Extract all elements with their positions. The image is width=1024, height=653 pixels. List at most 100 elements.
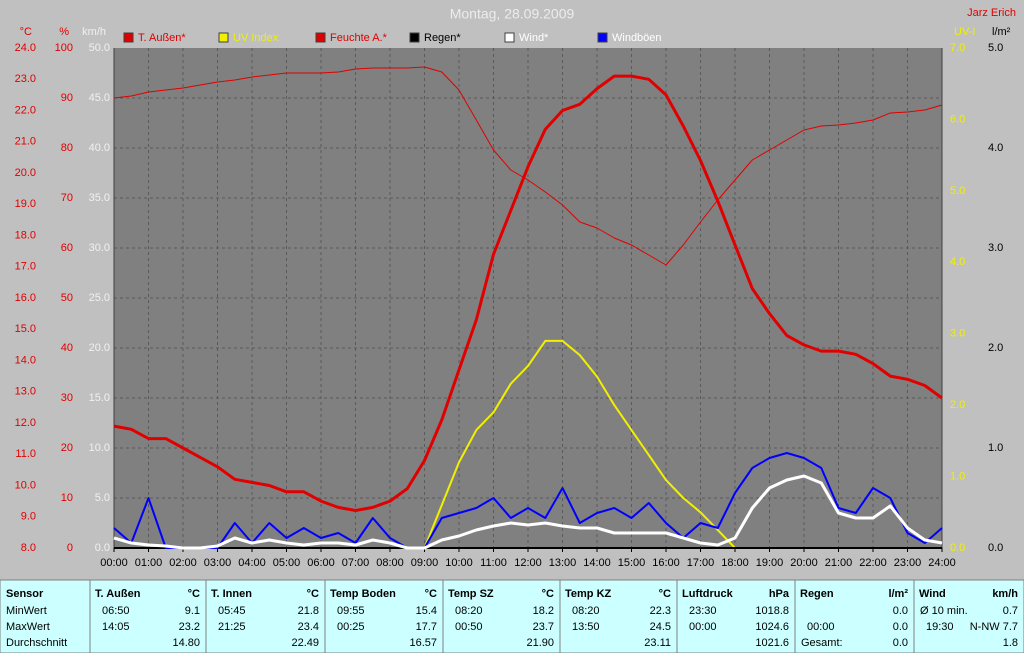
x-tick-label: 01:00: [135, 557, 163, 569]
y-tick-label: 0.0: [950, 542, 965, 554]
y-tick-label: 50.0: [89, 42, 110, 54]
legend-swatch: [504, 32, 515, 43]
y-tick-label: 45.0: [89, 92, 110, 104]
y-tick-label: 9.0: [21, 511, 36, 523]
cell-value: 9.1: [185, 605, 200, 617]
y-tick-label: 23.0: [15, 73, 36, 85]
y-tick-label: 2.0: [988, 342, 1003, 354]
x-tick-label: 14:00: [583, 557, 611, 569]
x-tick-label: 18:00: [721, 557, 749, 569]
x-tick-label: 11:00: [480, 557, 507, 569]
row-label: Sensor: [6, 588, 44, 600]
cell-time: 00:25: [337, 621, 365, 633]
legend-swatch: [123, 32, 134, 43]
sensor-unit: km/h: [992, 588, 1018, 600]
sensor-name: Temp SZ: [448, 588, 494, 600]
legend-swatch: [409, 32, 420, 43]
y-tick-label: 60: [61, 242, 73, 254]
sensor-name: Regen: [800, 588, 834, 600]
cell-time: 13:50: [572, 621, 600, 633]
y-tick-label: 22.0: [15, 104, 36, 116]
legend-label: Feuchte A.*: [330, 32, 388, 44]
x-tick-label: 07:00: [342, 557, 370, 569]
y-tick-label: 50: [61, 292, 73, 304]
x-tick-label: 16:00: [652, 557, 680, 569]
y-tick-label: 0: [67, 542, 73, 554]
y-tick-label: 17.0: [15, 261, 36, 273]
y-tick-label: 30: [61, 392, 73, 404]
y-tick-label: 5.0: [988, 42, 1003, 54]
y-tick-label: 80: [61, 142, 73, 154]
cell-value: N-NW 7.7: [970, 621, 1018, 633]
y-tick-label: 6.0: [950, 113, 965, 125]
cell-value: 1024.6: [755, 621, 789, 633]
x-tick-label: 24:00: [928, 557, 956, 569]
cell-time: 05:45: [218, 605, 246, 617]
x-tick-label: 04:00: [238, 557, 266, 569]
y-tick-label: 18.0: [15, 229, 36, 241]
cell-time: 08:20: [455, 605, 483, 617]
legend-label: T. Außen*: [138, 32, 186, 44]
y-tick-label: 21.0: [15, 136, 36, 148]
y-tick-label: 1.0: [950, 470, 965, 482]
x-tick-label: 10:00: [445, 557, 473, 569]
y-tick-label: 15.0: [89, 392, 110, 404]
x-tick-label: 23:00: [894, 557, 922, 569]
x-tick-label: 03:00: [204, 557, 232, 569]
y-tick-label: 19.0: [15, 198, 36, 210]
x-tick-label: 13:00: [549, 557, 577, 569]
cell-time: 14:05: [102, 621, 130, 633]
sensor-name: Temp KZ: [565, 588, 612, 600]
axis-unit: %: [59, 26, 69, 38]
cell-value: 23.4: [298, 621, 319, 633]
y-tick-label: 90: [61, 92, 73, 104]
y-tick-label: 4.0: [988, 142, 1003, 154]
x-tick-label: 00:00: [100, 557, 128, 569]
sensor-name: Wind: [919, 588, 946, 600]
sensor-unit: °C: [307, 588, 319, 600]
cell-time: 00:00: [807, 621, 835, 633]
y-tick-label: 25.0: [89, 292, 110, 304]
cell-value: 1.8: [1003, 637, 1018, 649]
cell-value: 21.90: [526, 637, 554, 649]
y-tick-label: 5.0: [95, 492, 110, 504]
axis-unit: UV-I: [954, 26, 975, 38]
legend-swatch: [597, 32, 608, 43]
y-tick-label: 70: [61, 192, 73, 204]
cell-value: 22.49: [291, 637, 319, 649]
cell-value: 0.0: [893, 621, 908, 633]
y-tick-label: 30.0: [89, 242, 110, 254]
table-background: [0, 579, 1024, 653]
y-tick-label: 11.0: [15, 448, 36, 460]
axis-unit: l/m²: [992, 26, 1011, 38]
cell-value: 15.4: [416, 605, 437, 617]
y-tick-label: 24.0: [15, 42, 36, 54]
cell-value: 14.80: [172, 637, 200, 649]
y-tick-label: 8.0: [21, 542, 36, 554]
y-tick-label: 5.0: [950, 185, 965, 197]
x-tick-label: 21:00: [825, 557, 853, 569]
cell-time: 19:30: [926, 621, 954, 633]
axis-unit: °C: [20, 26, 32, 38]
y-tick-label: 14.0: [15, 354, 36, 366]
cell-value: 0.7: [1003, 605, 1018, 617]
y-tick-label: 0.0: [988, 542, 1003, 554]
y-tick-label: 10: [61, 492, 73, 504]
x-tick-label: 08:00: [376, 557, 404, 569]
sensor-name: Luftdruck: [682, 588, 734, 600]
summary-table: Sensor MinWert MaxWert Durchschnitt T. Außen…: [0, 579, 1024, 653]
sensor-name: Temp Boden: [330, 588, 396, 600]
y-tick-label: 20: [61, 442, 73, 454]
sensor-unit: hPa: [769, 588, 790, 600]
series-line: [113, 74, 943, 512]
y-tick-label: 10.0: [15, 479, 36, 491]
cell-time: 09:55: [337, 605, 365, 617]
y-tick-label: 0.0: [95, 542, 110, 554]
x-tick-label: 20:00: [790, 557, 818, 569]
row-label: MaxWert: [6, 621, 50, 633]
y-tick-label: 20.0: [89, 342, 110, 354]
author: Jarz Erich: [967, 7, 1016, 19]
cell-value: 16.57: [409, 637, 437, 649]
legend-swatch: [315, 32, 326, 43]
y-tick-label: 13.0: [15, 386, 36, 398]
